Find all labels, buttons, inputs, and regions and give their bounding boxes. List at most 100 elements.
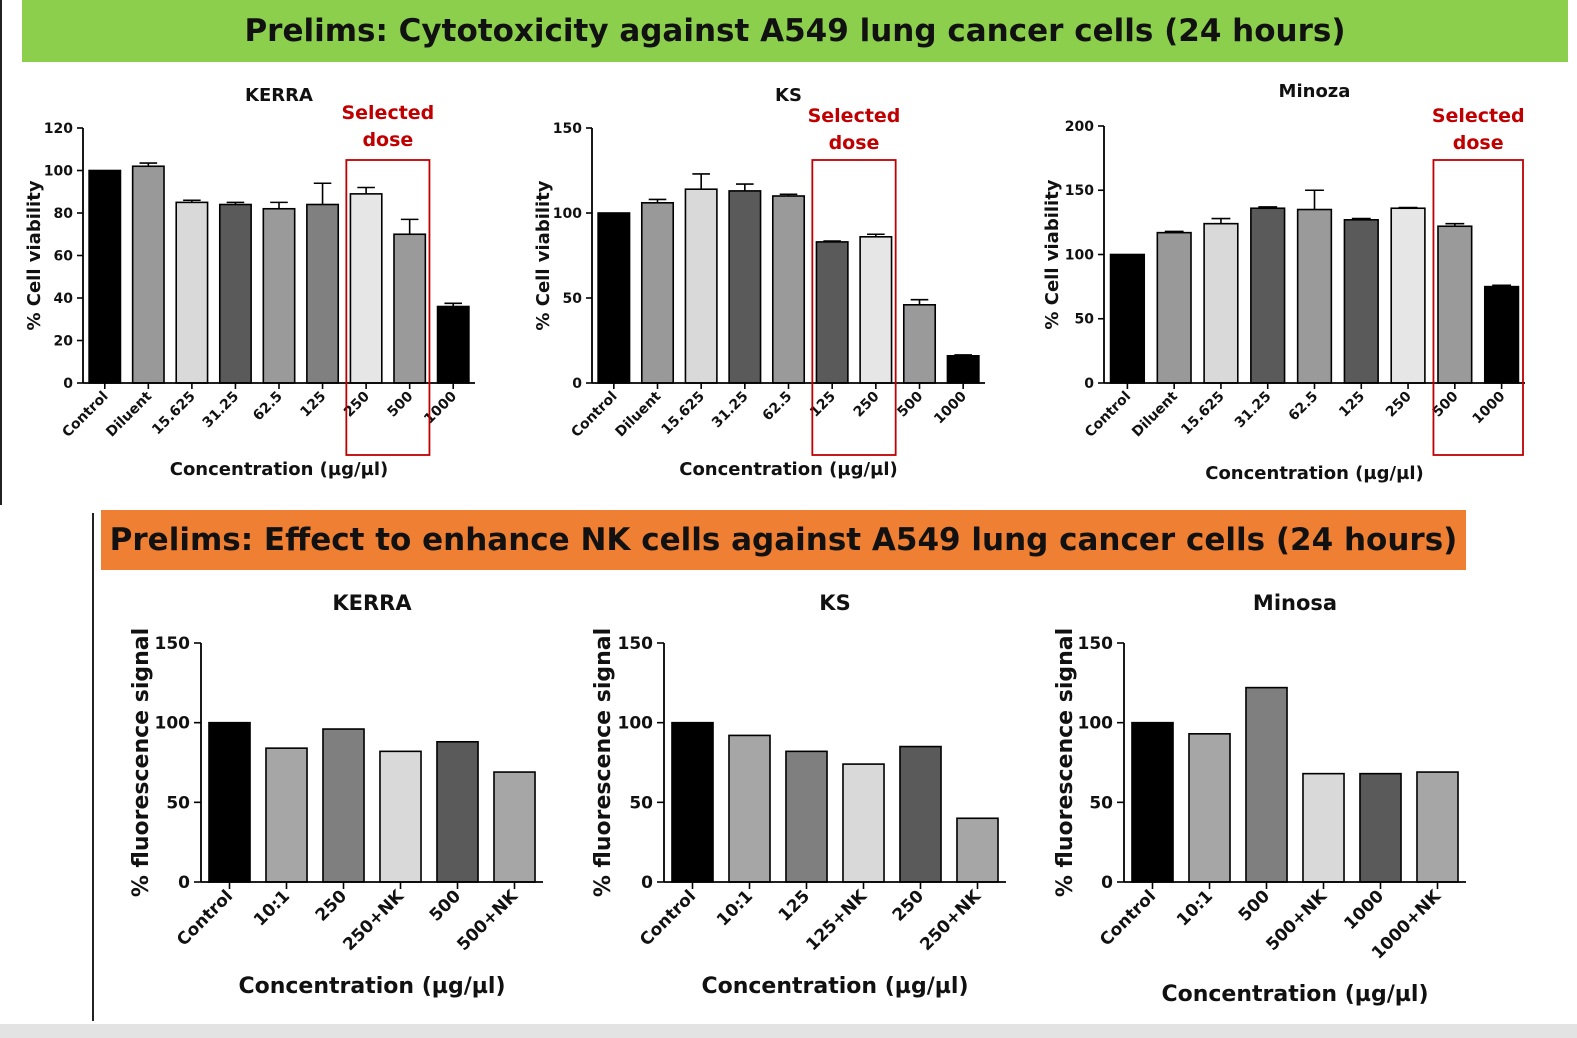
y-tick-label: 200	[1065, 119, 1094, 135]
selected-dose-box	[811, 159, 897, 456]
bar	[946, 354, 980, 384]
x-tick-label: 1000	[1340, 886, 1388, 934]
left-divider-bottom	[92, 513, 94, 1021]
bar	[88, 169, 122, 384]
x-tick-label: 500	[1430, 388, 1462, 420]
x-tick-label: 250	[889, 886, 928, 925]
x-tick-label: 500	[426, 886, 465, 925]
bar	[842, 763, 885, 883]
y-tick-label: 150	[155, 634, 191, 654]
bar	[1416, 771, 1459, 883]
x-tick-label: 500	[894, 388, 926, 420]
x-tick-label: 10:1	[713, 886, 757, 930]
y-axis-label: % fluorescence signal	[129, 628, 154, 897]
x-tick-label: 250	[851, 388, 883, 420]
bar	[728, 190, 762, 384]
x-tick-label: 31.25	[709, 389, 752, 432]
y-tick-label: 50	[166, 793, 190, 813]
y-tick-label: 100	[155, 714, 191, 734]
chart-title: KERRA	[245, 85, 313, 106]
bar	[1390, 207, 1426, 384]
x-axis-label: Concentration (µg/µl)	[701, 974, 968, 999]
y-tick-label: 40	[54, 291, 74, 307]
y-tick-label: 50	[1075, 312, 1095, 328]
y-tick-label: 80	[54, 206, 74, 222]
bar	[1359, 772, 1402, 883]
x-tick-label: 15.625	[658, 389, 708, 439]
selected-dose-label-line2: dose	[1453, 132, 1504, 154]
x-tick-label: 500+NK	[1262, 886, 1331, 955]
bar	[671, 721, 714, 883]
x-tick-label: Control	[59, 389, 111, 441]
bar	[640, 202, 675, 384]
x-tick-label: 250+NK	[916, 886, 985, 955]
x-tick-label: 250	[1383, 388, 1415, 420]
y-tick-label: 0	[641, 873, 653, 893]
selected-dose-label-line1: Selected	[341, 102, 434, 124]
bar	[1483, 285, 1520, 384]
y-tick-label: 150	[1078, 634, 1114, 654]
bar	[728, 734, 771, 883]
y-tick-label: 0	[1084, 376, 1094, 392]
x-tick-label: 250+NK	[339, 886, 408, 955]
bar	[306, 203, 340, 384]
bar	[131, 165, 165, 384]
bar	[1109, 253, 1146, 384]
bar	[218, 203, 252, 384]
selected-dose-box	[1432, 159, 1524, 456]
x-axis-label: Concentration (µg/µl)	[679, 459, 898, 480]
y-tick-label: 100	[1065, 247, 1094, 263]
x-axis-label: Concentration (µg/µl)	[1161, 982, 1428, 1007]
x-tick-label: 31.25	[200, 389, 243, 432]
x-tick-label: 1000	[1470, 388, 1509, 427]
footer-bar	[0, 1024, 1577, 1038]
x-tick-label: Diluent	[612, 388, 664, 440]
y-tick-label: 150	[553, 121, 582, 137]
x-tick-label: Diluent	[103, 388, 155, 440]
x-tick-label: 500	[385, 388, 417, 420]
bar	[1203, 222, 1239, 384]
y-tick-label: 100	[553, 206, 582, 222]
x-axis-label: Concentration (µg/µl)	[1205, 463, 1424, 484]
bar	[208, 721, 251, 883]
x-axis-label: Concentration (µg/µl)	[170, 459, 389, 480]
x-axis-label: Concentration (µg/µl)	[238, 974, 505, 999]
x-tick-label: 1000	[931, 388, 970, 427]
bar	[899, 745, 942, 883]
y-tick-label: 50	[563, 291, 583, 307]
x-tick-label: 125	[1336, 389, 1368, 421]
x-tick-label: Control	[173, 886, 237, 950]
bar	[1437, 225, 1473, 384]
bar	[393, 233, 427, 384]
chart-title: Minosa	[1253, 591, 1337, 615]
y-tick-label: 20	[54, 333, 74, 349]
bar	[956, 817, 999, 883]
x-tick-label: Control	[1096, 886, 1160, 950]
bar	[1343, 219, 1379, 384]
bar	[1156, 231, 1192, 384]
chart-title: KERRA	[332, 591, 412, 615]
y-tick-label: 100	[618, 714, 654, 734]
bar	[265, 747, 308, 883]
left-divider-top	[0, 0, 2, 505]
x-tick-label: 250	[312, 886, 351, 925]
selected-dose-label-line1: Selected	[808, 105, 901, 127]
bar	[1245, 686, 1288, 883]
bar	[684, 188, 718, 384]
y-tick-label: 60	[54, 248, 74, 264]
y-axis-label: % fluorescence signal	[1053, 628, 1078, 897]
y-tick-label: 0	[572, 376, 582, 392]
bar	[1188, 733, 1231, 883]
y-axis-label: % Cell viability	[24, 180, 45, 330]
x-tick-label: Control	[636, 886, 700, 950]
bar	[436, 740, 479, 883]
y-tick-label: 100	[44, 163, 73, 179]
bar	[859, 236, 893, 384]
x-tick-label: Control	[1082, 389, 1134, 441]
y-tick-label: 0	[178, 873, 190, 893]
